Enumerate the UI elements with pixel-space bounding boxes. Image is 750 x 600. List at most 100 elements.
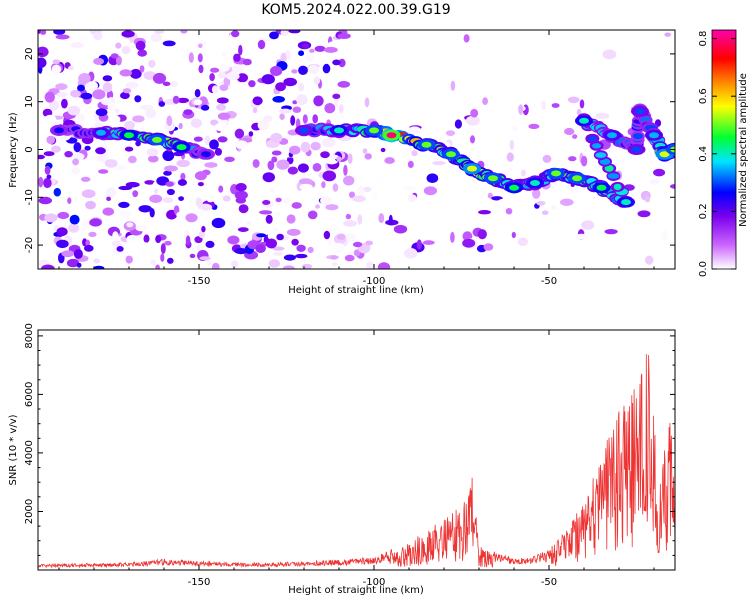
noise-cell [196,244,201,252]
noise-cell [40,30,47,35]
noise-cell [272,246,285,251]
noise-cell [465,115,480,126]
noise-cell [644,196,651,203]
heatmap-area [38,30,675,269]
ridge-peak [54,127,64,134]
noise-cell [89,218,102,227]
noise-cell [299,183,313,191]
noise-cell [195,197,202,207]
ridge-peak [299,127,309,134]
noise-cell [286,214,296,224]
colorbar-gradient [711,29,737,270]
noise-cell [301,43,310,49]
noise-cell [51,64,62,74]
noise-cell [93,57,105,65]
noise-cell [167,257,174,264]
noise-cell [649,178,660,185]
noise-cell [170,80,178,88]
noise-cell [57,211,70,220]
noise-cell [327,41,340,48]
noise-cell [246,221,251,226]
noise-cell [297,163,309,173]
noise-cell [219,63,230,72]
noise-cell [172,95,180,104]
noise-cell [93,32,103,40]
noise-cell [118,185,132,191]
noise-cell [204,162,218,168]
noise-cell [71,167,80,174]
noise-cell [177,76,192,88]
noise-cell [327,239,332,246]
noise-cell [290,115,296,126]
noise-cell [307,210,318,220]
noise-cell [68,65,74,71]
noise-cell [291,202,302,209]
ridge-peak [176,144,187,151]
noise-cell [411,150,418,157]
noise-cell [296,244,306,252]
noise-cell [95,108,108,117]
noise-cell [669,184,675,189]
noise-cell [238,44,243,56]
noise-cell [477,229,487,240]
colorbar-tick-label: 0.2 [698,203,709,219]
noise-cell [166,188,175,196]
noise-cell [80,92,93,100]
ridge-peak [572,175,582,182]
noise-cell [450,80,456,91]
noise-cell [551,103,560,108]
noise-cell [292,106,302,113]
noise-cell [121,30,135,38]
x-tick-label: -150 [188,276,211,287]
y-tick-label: 20 [24,48,35,61]
noise-cell [338,58,346,68]
noise-cell [595,112,610,119]
noise-cell [321,181,326,189]
noise-cell [404,248,418,259]
noise-cell [231,30,240,38]
noise-cell [122,38,131,47]
noise-cell [119,69,132,77]
noise-cell [352,195,366,203]
noise-cell [38,154,45,160]
noise-cell [104,159,118,168]
noise-cell [470,135,475,144]
noise-cell [153,50,159,59]
noise-cell [263,115,273,122]
noise-cell [53,30,66,35]
noise-cell [204,135,211,146]
noise-cell [320,196,332,206]
noise-cell [125,181,140,188]
ridge-peak [649,132,659,139]
noise-cell [212,262,220,269]
noise-cell [292,100,298,105]
spectrogram-x-label: Height of straight line (km) [288,285,424,296]
noise-cell [144,180,155,185]
noise-cell [107,102,116,112]
ridge-peak [596,184,607,191]
noise-cell [532,188,541,199]
noise-cell [298,50,305,56]
noise-cell [528,123,540,129]
noise-cell [236,73,248,83]
noise-cell [85,239,90,247]
ridge-core [604,165,614,172]
noise-cell [347,153,353,164]
ridge-core [632,133,644,140]
y-tick-label: 10 [24,95,35,108]
noise-cell [96,153,109,163]
noise-cell [61,98,68,109]
noise-cell [509,139,515,150]
snr-line-area [38,354,675,569]
noise-cell [422,240,435,245]
noise-cell [46,174,52,179]
noise-cell [56,92,68,98]
noise-cell [77,37,89,42]
noise-cell [320,151,330,159]
noise-cell [315,204,320,209]
noise-cell [332,93,341,100]
noise-cell [149,208,155,218]
noise-cell [56,227,68,237]
